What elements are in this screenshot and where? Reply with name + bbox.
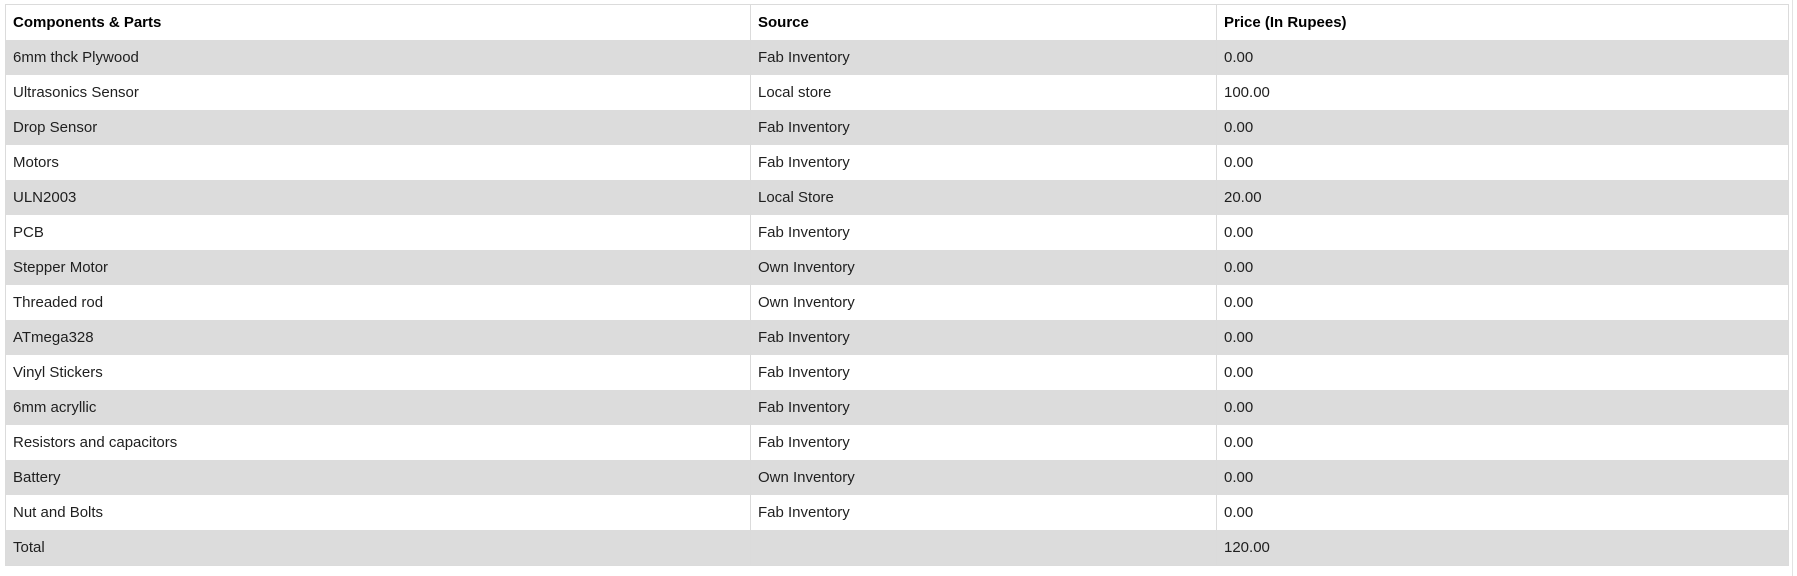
cell-source: Fab Inventory [750, 425, 1217, 460]
cell-source: Fab Inventory [750, 390, 1217, 425]
cell-source: Fab Inventory [750, 145, 1217, 180]
cell-price: 0.00 [1216, 285, 1789, 320]
cell-component: PCB [5, 215, 751, 250]
table-row: Stepper Motor Own Inventory 0.00 [5, 250, 1789, 285]
cell-price: 0.00 [1216, 320, 1789, 355]
cell-component: Nut and Bolts [5, 495, 751, 530]
bill-of-materials-table: Components & Parts Source Price (In Rupe… [5, 4, 1789, 566]
cell-component: Vinyl Stickers [5, 355, 751, 390]
cell-component: Resistors and capacitors [5, 425, 751, 460]
cell-source: Fab Inventory [750, 110, 1217, 145]
cell-component: Threaded rod [5, 285, 751, 320]
table-row: Resistors and capacitors Fab Inventory 0.0… [5, 425, 1789, 460]
cell-price: 0.00 [1216, 425, 1789, 460]
cell-price: 0.00 [1216, 390, 1789, 425]
cell-price: 0.00 [1216, 145, 1789, 180]
table-row: Battery Own Inventory 0.00 [5, 460, 1789, 495]
total-row: Total 120.00 [5, 530, 1789, 566]
cell-source: Fab Inventory [750, 215, 1217, 250]
cell-price: 0.00 [1216, 110, 1789, 145]
cell-component: Motors [5, 145, 751, 180]
cell-source: Own Inventory [750, 460, 1217, 495]
cell-source [750, 530, 1217, 566]
table-row: Nut and Bolts Fab Inventory 0.00 [5, 495, 1789, 530]
cell-price: 0.00 [1216, 495, 1789, 530]
cell-component: ULN2003 [5, 180, 751, 215]
table-row: Threaded rod Own Inventory 0.00 [5, 285, 1789, 320]
col-header-components-parts: Components & Parts [5, 4, 751, 40]
table-row: 6mm acryllic Fab Inventory 0.00 [5, 390, 1789, 425]
cell-price: 0.00 [1216, 250, 1789, 285]
col-header-price: Price (In Rupees) [1216, 4, 1789, 40]
cell-component: Stepper Motor [5, 250, 751, 285]
table-body: 6mm thck Plywood Fab Inventory 0.00 Ultraso… [5, 40, 1789, 566]
cell-price: 0.00 [1216, 40, 1789, 75]
cell-source: Own Inventory [750, 250, 1217, 285]
table-row: ATmega328 Fab Inventory 0.00 [5, 320, 1789, 355]
cell-price: 0.00 [1216, 355, 1789, 390]
cell-component: Total [5, 530, 751, 566]
cell-price: 100.00 [1216, 75, 1789, 110]
table-row: ULN2003 Local Store 20.00 [5, 180, 1789, 215]
col-header-source: Source [750, 4, 1217, 40]
cell-source: Local Store [750, 180, 1217, 215]
cell-source: Fab Inventory [750, 355, 1217, 390]
cell-component: Drop Sensor [5, 110, 751, 145]
table-row: Drop Sensor Fab Inventory 0.00 [5, 110, 1789, 145]
cell-source: Local store [750, 75, 1217, 110]
page-right-edge-line [1792, 0, 1793, 576]
bom-table-container: Components & Parts Source Price (In Rupe… [5, 4, 1789, 566]
cell-source: Fab Inventory [750, 320, 1217, 355]
cell-component: Ultrasonics Sensor [5, 75, 751, 110]
cell-component: Battery [5, 460, 751, 495]
cell-source: Fab Inventory [750, 495, 1217, 530]
cell-price: 0.00 [1216, 215, 1789, 250]
table-row: PCB Fab Inventory 0.00 [5, 215, 1789, 250]
cell-price: 0.00 [1216, 460, 1789, 495]
table-row: Ultrasonics Sensor Local store 100.00 [5, 75, 1789, 110]
cell-source: Fab Inventory [750, 40, 1217, 75]
cell-component: ATmega328 [5, 320, 751, 355]
table-row: Motors Fab Inventory 0.00 [5, 145, 1789, 180]
cell-component: 6mm acryllic [5, 390, 751, 425]
cell-price: 120.00 [1216, 530, 1789, 566]
header-row: Components & Parts Source Price (In Rupe… [5, 4, 1789, 40]
cell-component: 6mm thck Plywood [5, 40, 751, 75]
cell-price: 20.00 [1216, 180, 1789, 215]
cell-source: Own Inventory [750, 285, 1217, 320]
table-row: 6mm thck Plywood Fab Inventory 0.00 [5, 40, 1789, 75]
table-row: Vinyl Stickers Fab Inventory 0.00 [5, 355, 1789, 390]
